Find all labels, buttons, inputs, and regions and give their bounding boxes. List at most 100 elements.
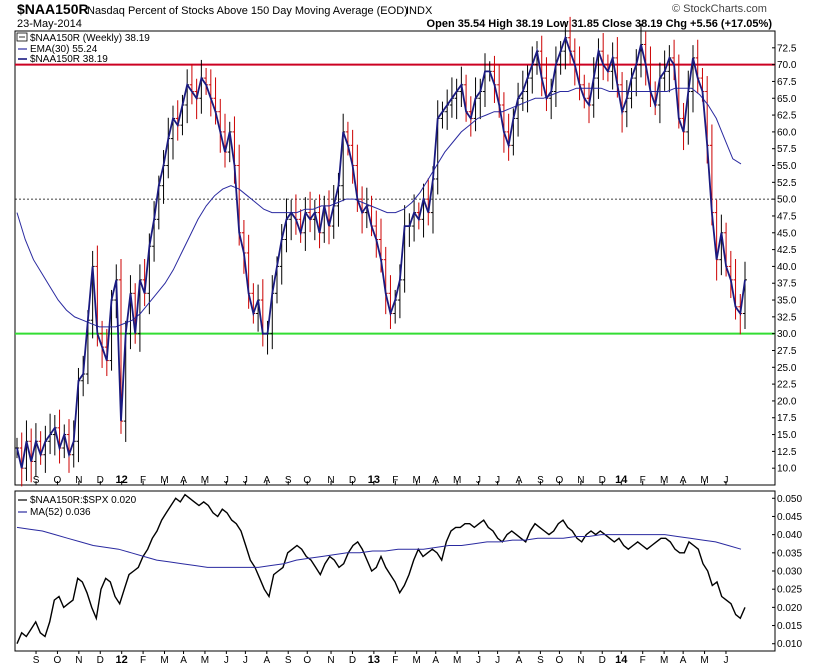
x-tick-label: O xyxy=(54,655,62,666)
y-tick-label: 47.5 xyxy=(777,211,797,222)
x-tick-label: 12 xyxy=(116,654,128,666)
x-tick-label: M xyxy=(453,475,461,486)
y-tick-label: 32.5 xyxy=(777,312,797,323)
y-tick-label: 42.5 xyxy=(777,245,797,256)
x-tick-label: J xyxy=(723,475,728,486)
legend-ratio: $NAA150R:$SPX 0.020 xyxy=(30,495,137,506)
x-tick-label: J xyxy=(495,655,500,666)
x-tick-label: D xyxy=(97,655,104,666)
y-tick-label: 0.040 xyxy=(777,530,802,541)
chart-date: 23-May-2014 xyxy=(17,18,82,30)
x-tick-label: J xyxy=(476,655,481,666)
ohlc-readout: Open 35.54 High 38.19 Low 31.85 Close 38… xyxy=(427,18,773,30)
exchange-label: INDX xyxy=(406,5,433,17)
x-tick-label: D xyxy=(349,655,356,666)
ratio-x-axis: S O N D 12 F M A M J J A S O N D 13 F M A M J J A S O N D 14 F M A M J xyxy=(33,651,728,666)
ratio-panel-frame xyxy=(14,490,776,652)
y-tick-label: 0.030 xyxy=(777,567,802,578)
x-tick-label: F xyxy=(392,655,398,666)
x-tick-label: M xyxy=(201,655,209,666)
ratio-line xyxy=(16,493,746,644)
legend-ma: MA(52) 0.036 xyxy=(30,507,91,518)
x-tick-label: S xyxy=(285,655,292,666)
y-tick-label: 20.0 xyxy=(777,396,797,407)
x-tick-label: F xyxy=(140,475,146,486)
y-tick-label: 0.025 xyxy=(777,585,802,596)
y-tick-label: 37.5 xyxy=(777,279,797,290)
y-tick-label: 35.0 xyxy=(777,296,797,307)
y-tick-label: 27.5 xyxy=(777,346,797,357)
y-tick-label: 50.0 xyxy=(777,195,797,206)
ratio-series-lines xyxy=(16,493,746,644)
x-tick-label: A xyxy=(263,475,270,486)
x-tick-label: 13 xyxy=(368,474,380,486)
x-tick-label: A xyxy=(432,655,439,666)
x-tick-label: J xyxy=(243,655,248,666)
x-tick-label: N xyxy=(327,475,334,486)
legend-ema: EMA(30) 55.24 xyxy=(30,44,98,55)
x-tick-label: A xyxy=(180,655,187,666)
y-tick-label: 0.010 xyxy=(777,639,802,650)
x-tick-label: J xyxy=(495,475,500,486)
chart-description: Nasdaq Percent of Stocks Above 150 Day M… xyxy=(87,5,408,17)
ma52-line xyxy=(16,526,742,568)
x-tick-label: O xyxy=(303,655,311,666)
y-tick-label: 12.5 xyxy=(777,447,797,458)
x-tick-label: F xyxy=(640,475,646,486)
x-tick-label: M xyxy=(453,655,461,666)
x-tick-label: A xyxy=(432,475,439,486)
y-tick-label: 55.0 xyxy=(777,161,797,172)
legend-price: $NAA150R 38.19 xyxy=(30,54,108,65)
y-tick-label: 17.5 xyxy=(777,413,797,424)
x-tick-label: O xyxy=(556,655,564,666)
x-tick-label: D xyxy=(349,475,356,486)
x-tick-label: M xyxy=(700,655,708,666)
y-tick-label: 60.0 xyxy=(777,127,797,138)
x-tick-label: M xyxy=(201,475,209,486)
x-tick-label: J xyxy=(224,475,229,486)
x-tick-label: M xyxy=(160,655,168,666)
y-tick-label: 52.5 xyxy=(777,178,797,189)
main-legend: $NAA150R (Weekly) 38.19 EMA(30) 55.24 $N… xyxy=(16,32,150,65)
x-tick-label: J xyxy=(723,655,728,666)
y-tick-label: 72.5 xyxy=(777,43,797,54)
x-tick-label: O xyxy=(54,475,62,486)
y-tick-label: 0.020 xyxy=(777,603,802,614)
y-tick-label: 0.015 xyxy=(777,621,802,632)
x-tick-label: M xyxy=(660,475,668,486)
ratio-y-axis: 0.010 0.015 0.020 0.025 0.030 0.035 0.040 0.045… xyxy=(772,494,802,650)
main-panel-frame xyxy=(14,30,776,486)
x-tick-label: M xyxy=(413,475,421,486)
y-tick-label: 15.0 xyxy=(777,430,797,441)
legend-title: $NAA150R (Weekly) 38.19 xyxy=(30,33,150,44)
x-tick-label: N xyxy=(75,475,82,486)
x-tick-label: F xyxy=(640,655,646,666)
x-tick-label: 13 xyxy=(368,654,380,666)
x-tick-label: A xyxy=(680,475,687,486)
y-tick-label: 25.0 xyxy=(777,363,797,374)
x-tick-label: J xyxy=(224,655,229,666)
x-tick-label: N xyxy=(75,655,82,666)
watermark: © StockCharts.com xyxy=(672,3,767,15)
x-tick-label: A xyxy=(516,475,523,486)
x-tick-label: A xyxy=(263,655,270,666)
x-tick-label: D xyxy=(97,475,104,486)
x-tick-label: S xyxy=(537,475,544,486)
y-tick-label: 67.5 xyxy=(777,77,797,88)
x-tick-label: A xyxy=(680,655,687,666)
x-tick-label: 14 xyxy=(615,474,628,486)
x-tick-label: J xyxy=(476,475,481,486)
reference-lines xyxy=(15,63,775,335)
main-x-axis: S O N D 12 F M A M J J A S O N D 13 F M A M J J A S O N D 14 F M A M J xyxy=(33,474,729,486)
ema30-line xyxy=(16,87,742,328)
ratio-legend: $NAA150R:$SPX 0.020 MA(52) 0.036 xyxy=(18,495,137,518)
x-tick-label: A xyxy=(180,475,187,486)
x-tick-label: 12 xyxy=(116,474,128,486)
x-tick-label: A xyxy=(516,655,523,666)
y-tick-label: 30.0 xyxy=(777,329,797,340)
y-tick-label: 40.0 xyxy=(777,262,797,273)
legend-swatch xyxy=(16,32,28,42)
y-tick-label: 10.0 xyxy=(777,464,797,475)
x-tick-label: M xyxy=(700,475,708,486)
